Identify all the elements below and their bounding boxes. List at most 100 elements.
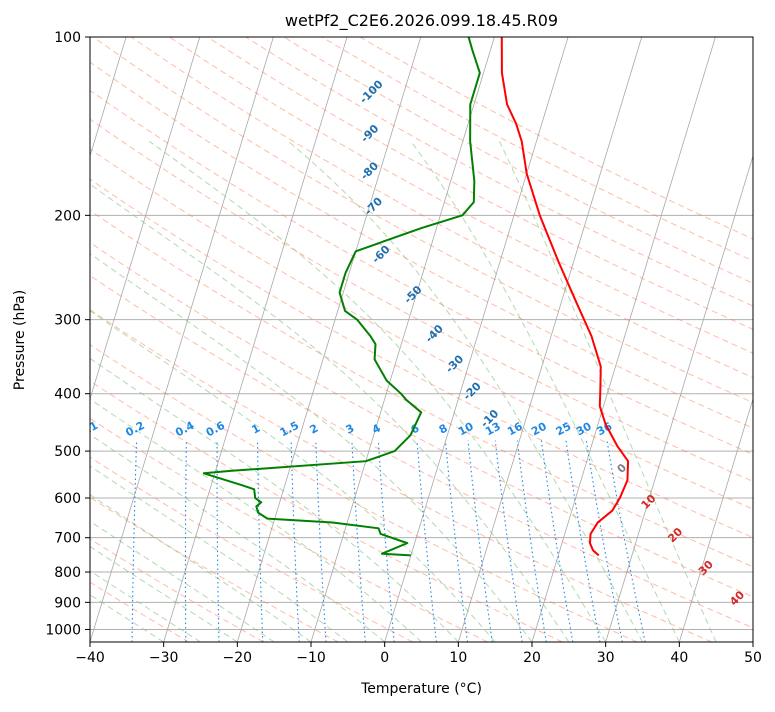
mixing-ratio-line [540, 440, 574, 642]
x-tick-label: 50 [744, 650, 762, 666]
isotherm-line [310, 37, 495, 642]
dry-adiabat-label: 30 [696, 558, 716, 578]
dewpoint-trace [202, 37, 481, 557]
mixing-ratio-label: 13 [483, 420, 503, 439]
moist-adiabats [90, 140, 717, 642]
moist-adiabat-line [90, 433, 385, 642]
mixing-ratio-label: 25 [554, 420, 574, 439]
dry-adiabat-line [245, 37, 753, 307]
mixing-ratio-line [351, 440, 366, 642]
moist-adiabat-line [499, 141, 717, 642]
x-tick-label: 0 [380, 650, 389, 666]
isotherm-line [531, 37, 716, 642]
isotherm-line [384, 37, 569, 642]
mixing-ratio-line [315, 440, 327, 642]
y-tick-label: 500 [54, 444, 81, 460]
sounding-traces [202, 37, 630, 557]
isotherm-line [163, 37, 348, 642]
dry-adiabat-line [359, 37, 753, 240]
mixing-ratio-line [444, 440, 469, 642]
plot-frame [89, 36, 754, 643]
dry-adiabat-label: 40 [727, 588, 747, 608]
moist-adiabat-line [90, 545, 238, 642]
mixing-ratio-label: 3 [344, 422, 357, 437]
temperature-trace [500, 37, 630, 557]
dry-adiabat-label: -90 [358, 122, 381, 145]
mixing-ratio-line [467, 440, 493, 642]
mixing-ratio-label: 2 [308, 422, 321, 437]
dry-adiabat-line [90, 209, 753, 568]
mixing-ratio-label: 0.6 [204, 419, 228, 440]
moist-adiabat-line [90, 594, 164, 642]
moist-adiabat-line [90, 398, 422, 642]
dry-adiabat-line [90, 61, 753, 429]
isotherm-line [90, 37, 274, 642]
moist-adiabat-line [90, 183, 570, 642]
mixing-ratio-label: 0.4 [173, 419, 197, 440]
x-tick-label: −20 [223, 650, 253, 666]
dry-adiabat-line [90, 456, 414, 642]
isotherm-line [678, 397, 753, 642]
dry-adiabat-line [90, 309, 712, 642]
adiabat-labels: 0.1 0.2 0.4 0.6 1 1.5 2 3 4 6 8 10 13 16 20 25 30 36-100-… [77, 77, 747, 608]
chart-title: wetPf2_C2E6.2026.099.18.45.R09 [285, 11, 558, 31]
dry-adiabat-line [90, 581, 190, 642]
dry-adiabat-line [90, 89, 753, 456]
mixing-ratio-line [131, 440, 138, 642]
dry-adiabat-line [90, 496, 339, 642]
dry-adiabat-label: -50 [401, 283, 424, 306]
mixing-ratio-label: 1 [249, 422, 262, 437]
pressure-grid [90, 37, 753, 630]
mixing-ratio-line [216, 440, 220, 642]
mixing-ratio-line [184, 440, 187, 642]
dry-adiabat-label: -30 [443, 352, 466, 375]
x-tick-label: 10 [449, 650, 467, 666]
y-tick-label: 200 [54, 208, 81, 224]
x-tick-label: −10 [296, 650, 326, 666]
dry-adiabat-label: -100 [357, 77, 386, 106]
mixing-ratio-label: 1.5 [278, 419, 301, 440]
mixing-ratio-label: 10 [456, 420, 476, 439]
mixing-ratio-lines [90, 440, 646, 642]
dry-adiabat-line [90, 344, 638, 642]
moist-adiabat-line [90, 310, 496, 642]
dry-adiabats [90, 37, 753, 642]
dry-adiabat-line [169, 37, 753, 354]
y-tick-label: 800 [54, 565, 81, 581]
mixing-ratio-line [516, 440, 547, 642]
y-tick-label: 700 [54, 531, 81, 547]
mixing-ratio-label: 0.1 [77, 419, 100, 440]
x-tick-label: 20 [523, 650, 541, 666]
mixing-ratio-line [416, 440, 437, 642]
mixing-ratio-line [256, 440, 264, 642]
mixing-ratio-line [377, 440, 395, 642]
y-tick-label: 300 [54, 313, 81, 329]
x-tick-label: 40 [670, 650, 688, 666]
y-axis-label: Pressure (hPa) [12, 290, 28, 390]
dry-adiabat-line [207, 37, 753, 330]
y-axis-ticks: 100 200 300 400 500 600 700 800 900 1000 [45, 30, 90, 638]
x-axis-label: Temperature (°C) [360, 681, 482, 697]
x-tick-label: −40 [75, 650, 105, 666]
isotherm-line [90, 37, 127, 158]
isotherm-line [90, 37, 201, 401]
moist-adiabat-line [90, 253, 533, 642]
dry-adiabat-line [130, 37, 753, 379]
moist-adiabat-line [90, 520, 275, 642]
y-tick-label: 1000 [45, 622, 81, 638]
dry-adiabat-line [283, 37, 753, 284]
dry-adiabat-line [90, 148, 753, 510]
dry-adiabat-label: -70 [362, 194, 385, 217]
moist-adiabat-line [90, 465, 349, 642]
isotherm-line [752, 640, 753, 642]
mixing-ratio-label: 20 [529, 420, 549, 439]
moist-adiabat-line [90, 494, 312, 642]
mixing-ratio-label: 30 [574, 420, 594, 439]
x-tick-label: −30 [149, 650, 179, 666]
mixing-ratio-line [290, 440, 300, 642]
dry-adiabat-line [90, 417, 488, 642]
x-tick-label: 30 [597, 650, 615, 666]
mixing-ratio-label: 0.2 [123, 419, 146, 440]
